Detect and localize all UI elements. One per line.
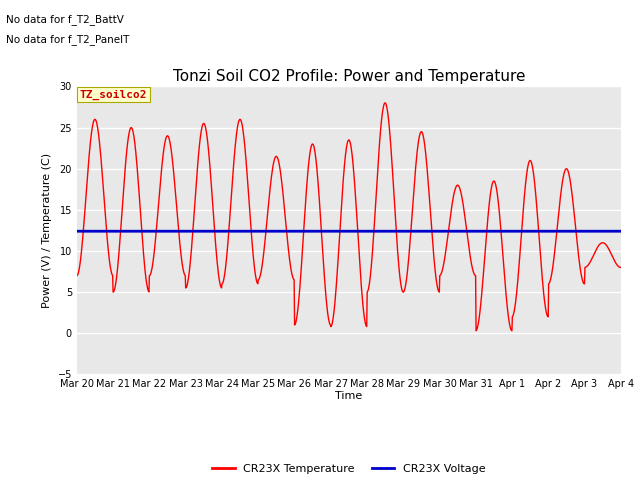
CR23X Temperature xyxy=(381,100,388,106)
CR23X Temperature xyxy=(73,273,81,278)
CR23X Voltage xyxy=(359,228,367,234)
Text: TZ_soilco2: TZ_soilco2 xyxy=(79,89,147,99)
Text: No data for f_T2_PanelT: No data for f_T2_PanelT xyxy=(6,34,130,45)
Title: Tonzi Soil CO2 Profile: Power and Temperature: Tonzi Soil CO2 Profile: Power and Temper… xyxy=(173,69,525,84)
CR23X Temperature xyxy=(145,289,153,295)
CR23X Voltage xyxy=(617,228,625,234)
CR23X Temperature xyxy=(359,299,367,305)
CR23X Temperature xyxy=(164,134,172,140)
CR23X Temperature xyxy=(370,227,378,233)
Line: CR23X Temperature: CR23X Temperature xyxy=(77,103,621,331)
CR23X Voltage xyxy=(145,228,153,234)
CR23X Temperature xyxy=(256,273,264,279)
Text: No data for f_T2_BattV: No data for f_T2_BattV xyxy=(6,14,124,25)
CR23X Temperature xyxy=(617,264,625,270)
CR23X Voltage xyxy=(370,228,378,234)
CR23X Temperature xyxy=(508,328,516,334)
CR23X Voltage xyxy=(73,228,81,234)
CR23X Voltage xyxy=(256,228,264,234)
CR23X Temperature xyxy=(309,141,317,147)
CR23X Voltage xyxy=(164,228,172,234)
X-axis label: Time: Time xyxy=(335,391,362,401)
CR23X Voltage xyxy=(309,228,317,234)
Legend: CR23X Temperature, CR23X Voltage: CR23X Temperature, CR23X Voltage xyxy=(208,459,490,478)
Y-axis label: Power (V) / Temperature (C): Power (V) / Temperature (C) xyxy=(42,153,52,308)
